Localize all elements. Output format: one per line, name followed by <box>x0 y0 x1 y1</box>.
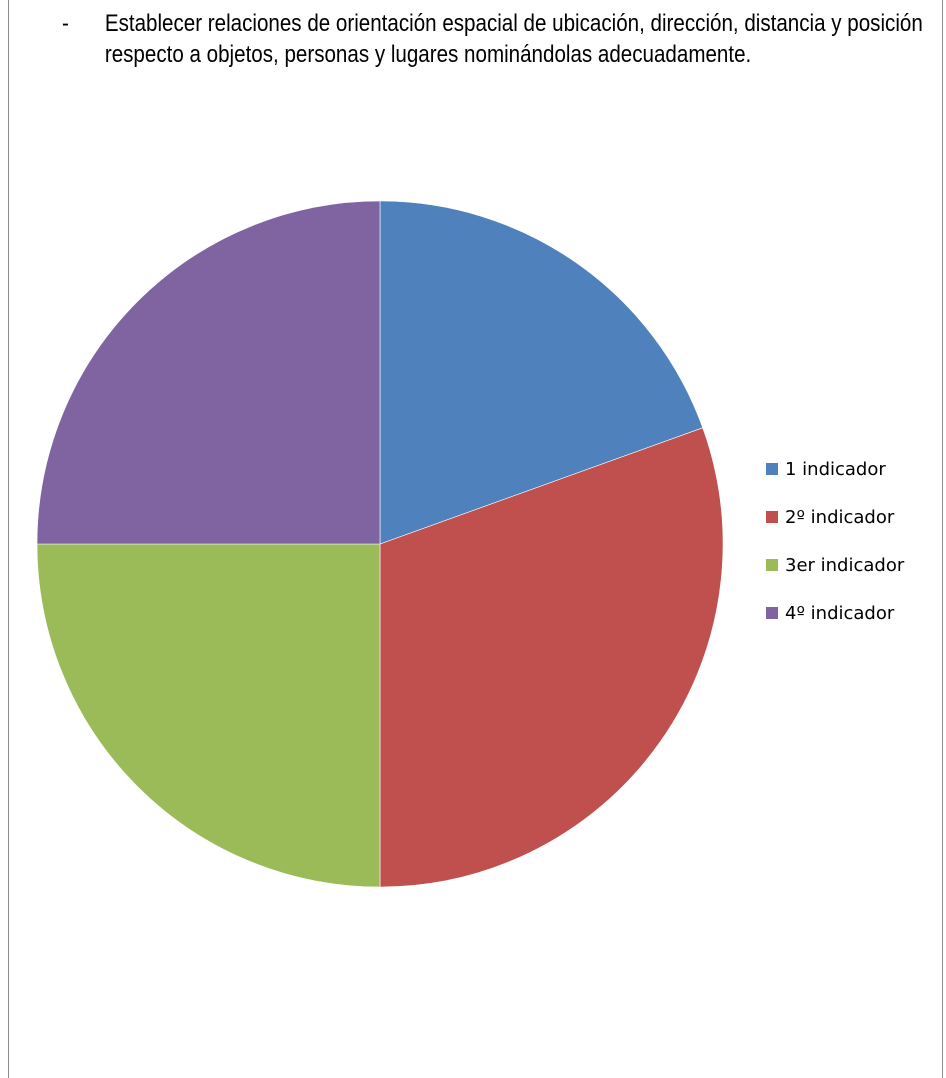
legend-swatch-2 <box>766 511 778 523</box>
document-frame <box>8 0 943 1078</box>
legend-label-3: 3er indicador <box>785 555 905 576</box>
legend-swatch-1 <box>766 463 778 475</box>
legend-label-2: 2º indicador <box>785 507 895 528</box>
pie-slice-1 <box>379 200 704 545</box>
pie-slices <box>36 200 724 888</box>
pie-slice-4 <box>36 200 381 545</box>
pie-slice-2 <box>379 427 724 888</box>
legend-label-4: 4º indicador <box>785 603 895 624</box>
pie-slice-3 <box>36 543 381 888</box>
legend-swatch-3 <box>766 559 778 571</box>
chart-legend: 1 indicador 2º indicador 3er indicador 4º i… <box>766 459 905 624</box>
bullet-dash: - <box>62 10 69 37</box>
bullet-paragraph: - Establecer relaciones de orientación e… <box>62 8 923 70</box>
legend-swatch-4 <box>766 607 778 619</box>
legend-label-1: 1 indicador <box>785 459 886 480</box>
bullet-text: Establecer relaciones de orientación esp… <box>104 10 923 68</box>
